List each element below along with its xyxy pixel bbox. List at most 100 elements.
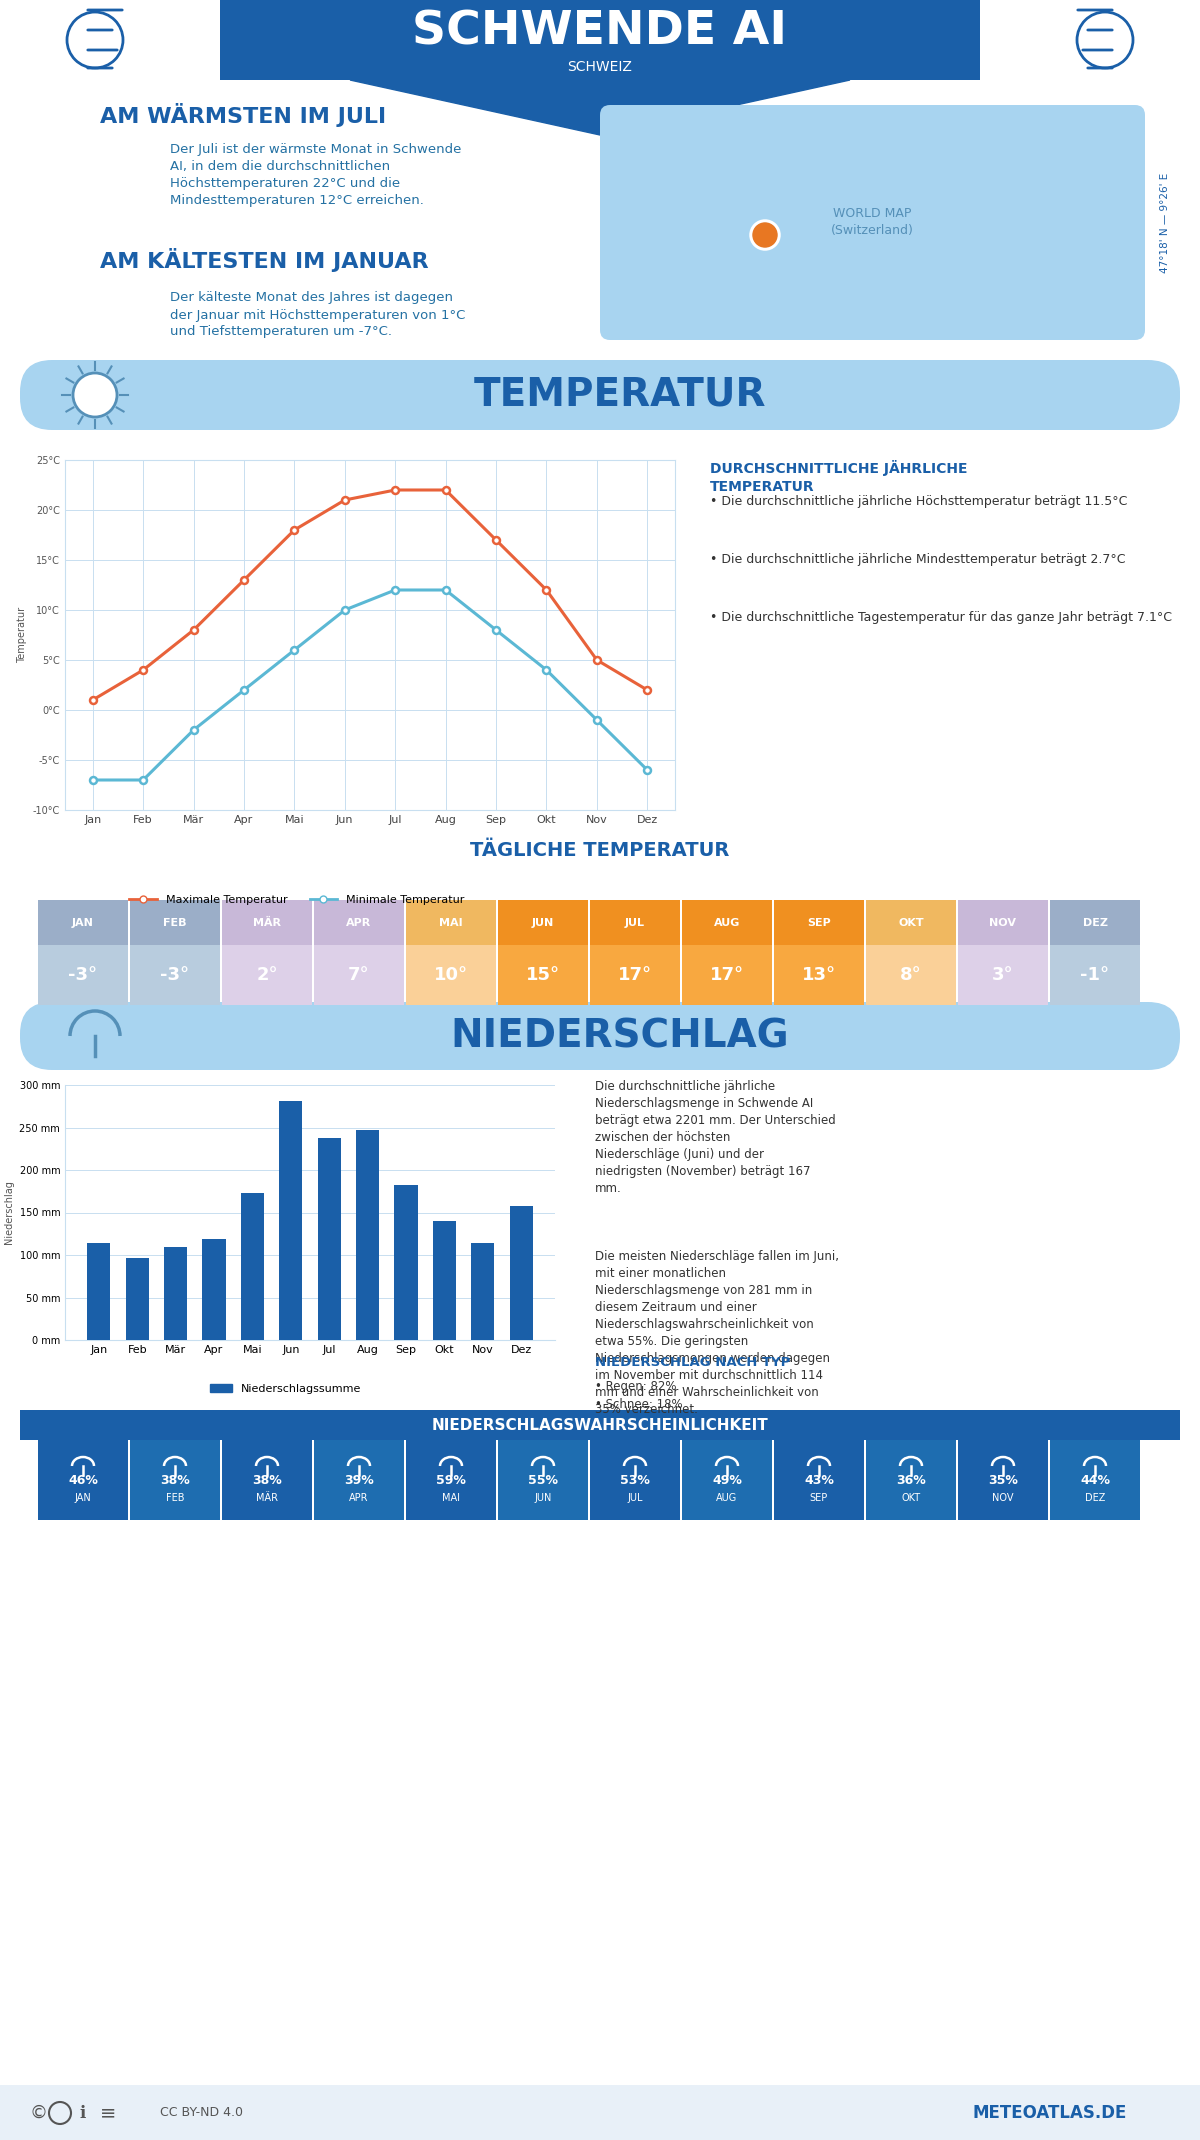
Bar — [958, 1440, 1048, 1519]
Bar — [0, 79, 1200, 360]
Bar — [38, 946, 128, 1006]
Text: TEMPERATUR: TEMPERATUR — [474, 377, 767, 413]
Bar — [682, 901, 772, 946]
Bar — [314, 946, 404, 1006]
Text: 7°: 7° — [348, 965, 370, 984]
Bar — [866, 946, 956, 1006]
Bar — [222, 946, 312, 1006]
Y-axis label: Temperatur: Temperatur — [17, 608, 28, 663]
Text: 47°18' N — 9°26' E: 47°18' N — 9°26' E — [1160, 173, 1170, 274]
Text: 8°: 8° — [900, 965, 922, 984]
Bar — [356, 1130, 379, 1340]
Text: 59%: 59% — [436, 1474, 466, 1487]
Bar — [38, 1440, 128, 1519]
Text: 2°: 2° — [256, 965, 278, 984]
Y-axis label: Niederschlag: Niederschlag — [4, 1181, 14, 1245]
Bar — [774, 946, 864, 1006]
Text: 10°: 10° — [434, 965, 468, 984]
Legend: Niederschlagssumme: Niederschlagssumme — [205, 1380, 366, 1397]
Text: NIEDERSCHLAGSWAHRSCHEINLICHKEIT: NIEDERSCHLAGSWAHRSCHEINLICHKEIT — [432, 1417, 768, 1432]
Text: SEP: SEP — [810, 1494, 828, 1502]
Bar — [314, 901, 404, 946]
Bar — [498, 901, 588, 946]
Bar — [20, 1410, 1180, 1440]
Text: JUN: JUN — [532, 918, 554, 927]
Text: DURCHSCHNITTLICHE JÄHRLICHE
TEMPERATUR: DURCHSCHNITTLICHE JÄHRLICHE TEMPERATUR — [710, 460, 967, 494]
Text: 36%: 36% — [896, 1474, 926, 1487]
Text: Der kälteste Monat des Jahres ist dagegen
der Januar mit Höchsttemperaturen von : Der kälteste Monat des Jahres ist dagege… — [170, 291, 466, 338]
Bar — [314, 1440, 404, 1519]
Text: JAN: JAN — [74, 1494, 91, 1502]
Bar — [130, 1440, 220, 1519]
Text: 49%: 49% — [712, 1474, 742, 1487]
Text: SEP: SEP — [808, 918, 830, 927]
Bar — [0, 430, 1200, 841]
Text: Der Juli ist der wärmste Monat in Schwende
AI, in dem die durchschnittlichen
Höc: Der Juli ist der wärmste Monat in Schwen… — [170, 143, 461, 208]
Bar — [395, 1186, 418, 1340]
Text: Die durchschnittliche jährliche
Niederschlagsmenge in Schwende AI
beträgt etwa 2: Die durchschnittliche jährliche Niedersc… — [595, 1081, 835, 1194]
Text: METEOATLAS.DE: METEOATLAS.DE — [973, 2104, 1127, 2123]
Bar — [130, 901, 220, 946]
Text: MÄR: MÄR — [256, 1494, 278, 1502]
Text: 3°: 3° — [992, 965, 1014, 984]
Text: 17°: 17° — [618, 965, 652, 984]
Bar — [472, 1243, 494, 1340]
Text: APR: APR — [349, 1494, 368, 1502]
Legend: Maximale Temperatur, Minimale Temperatur: Maximale Temperatur, Minimale Temperatur — [125, 890, 469, 910]
Text: -1°: -1° — [1080, 965, 1110, 984]
Bar — [774, 1440, 864, 1519]
FancyBboxPatch shape — [600, 105, 1145, 340]
Bar — [280, 1102, 302, 1340]
Bar — [1050, 1440, 1140, 1519]
Bar — [433, 1222, 456, 1340]
Bar — [0, 841, 1200, 1010]
Text: ©: © — [29, 2104, 47, 2123]
Text: JUN: JUN — [534, 1494, 552, 1502]
Text: ℹ: ℹ — [80, 2104, 86, 2123]
Bar — [774, 901, 864, 946]
FancyBboxPatch shape — [20, 360, 1180, 430]
Bar — [220, 0, 980, 79]
Text: ≡: ≡ — [100, 2104, 116, 2123]
Text: 44%: 44% — [1080, 1474, 1110, 1487]
Bar — [958, 946, 1048, 1006]
Text: AM KÄLTESTEN IM JANUAR: AM KÄLTESTEN IM JANUAR — [100, 248, 428, 272]
Text: APR: APR — [347, 918, 372, 927]
Text: JAN: JAN — [72, 918, 94, 927]
Bar — [498, 946, 588, 1006]
Text: NOV: NOV — [990, 918, 1016, 927]
Text: -3°: -3° — [68, 965, 97, 984]
Text: 55%: 55% — [528, 1474, 558, 1487]
Text: 39%: 39% — [344, 1474, 374, 1487]
Text: 53%: 53% — [620, 1474, 650, 1487]
Text: MÄR: MÄR — [253, 918, 281, 927]
Bar — [590, 901, 680, 946]
Text: FEB: FEB — [163, 918, 187, 927]
Text: 38%: 38% — [160, 1474, 190, 1487]
Text: FEB: FEB — [166, 1494, 185, 1502]
Bar — [38, 901, 128, 946]
Text: NIEDERSCHLAG NACH TYP: NIEDERSCHLAG NACH TYP — [595, 1355, 791, 1367]
Text: MAI: MAI — [442, 1494, 460, 1502]
Text: • Die durchschnittliche jährliche Mindesttemperatur beträgt 2.7°C: • Die durchschnittliche jährliche Mindes… — [710, 552, 1126, 565]
Bar — [222, 901, 312, 946]
Bar — [0, 0, 1200, 79]
Text: SCHWENDE AI: SCHWENDE AI — [413, 9, 787, 54]
Bar — [126, 1258, 149, 1340]
Bar — [88, 1243, 110, 1340]
Bar — [318, 1138, 341, 1340]
Bar — [1050, 901, 1140, 946]
Text: JUL: JUL — [628, 1494, 643, 1502]
Text: AUG: AUG — [716, 1494, 738, 1502]
Bar — [406, 946, 496, 1006]
Bar — [1050, 946, 1140, 1006]
Bar — [510, 1205, 533, 1340]
Text: • Die durchschnittliche Tagestemperatur für das ganze Jahr beträgt 7.1°C: • Die durchschnittliche Tagestemperatur … — [710, 612, 1172, 625]
Text: Die meisten Niederschläge fallen im Juni,
mit einer monatlichen
Niederschlagsmen: Die meisten Niederschläge fallen im Juni… — [595, 1250, 839, 1417]
Text: 13°: 13° — [802, 965, 836, 984]
Bar — [0, 1070, 1200, 1391]
Bar — [222, 1440, 312, 1519]
Text: CC BY-ND 4.0: CC BY-ND 4.0 — [160, 2106, 242, 2119]
Bar — [590, 946, 680, 1006]
Text: DEZ: DEZ — [1082, 918, 1108, 927]
